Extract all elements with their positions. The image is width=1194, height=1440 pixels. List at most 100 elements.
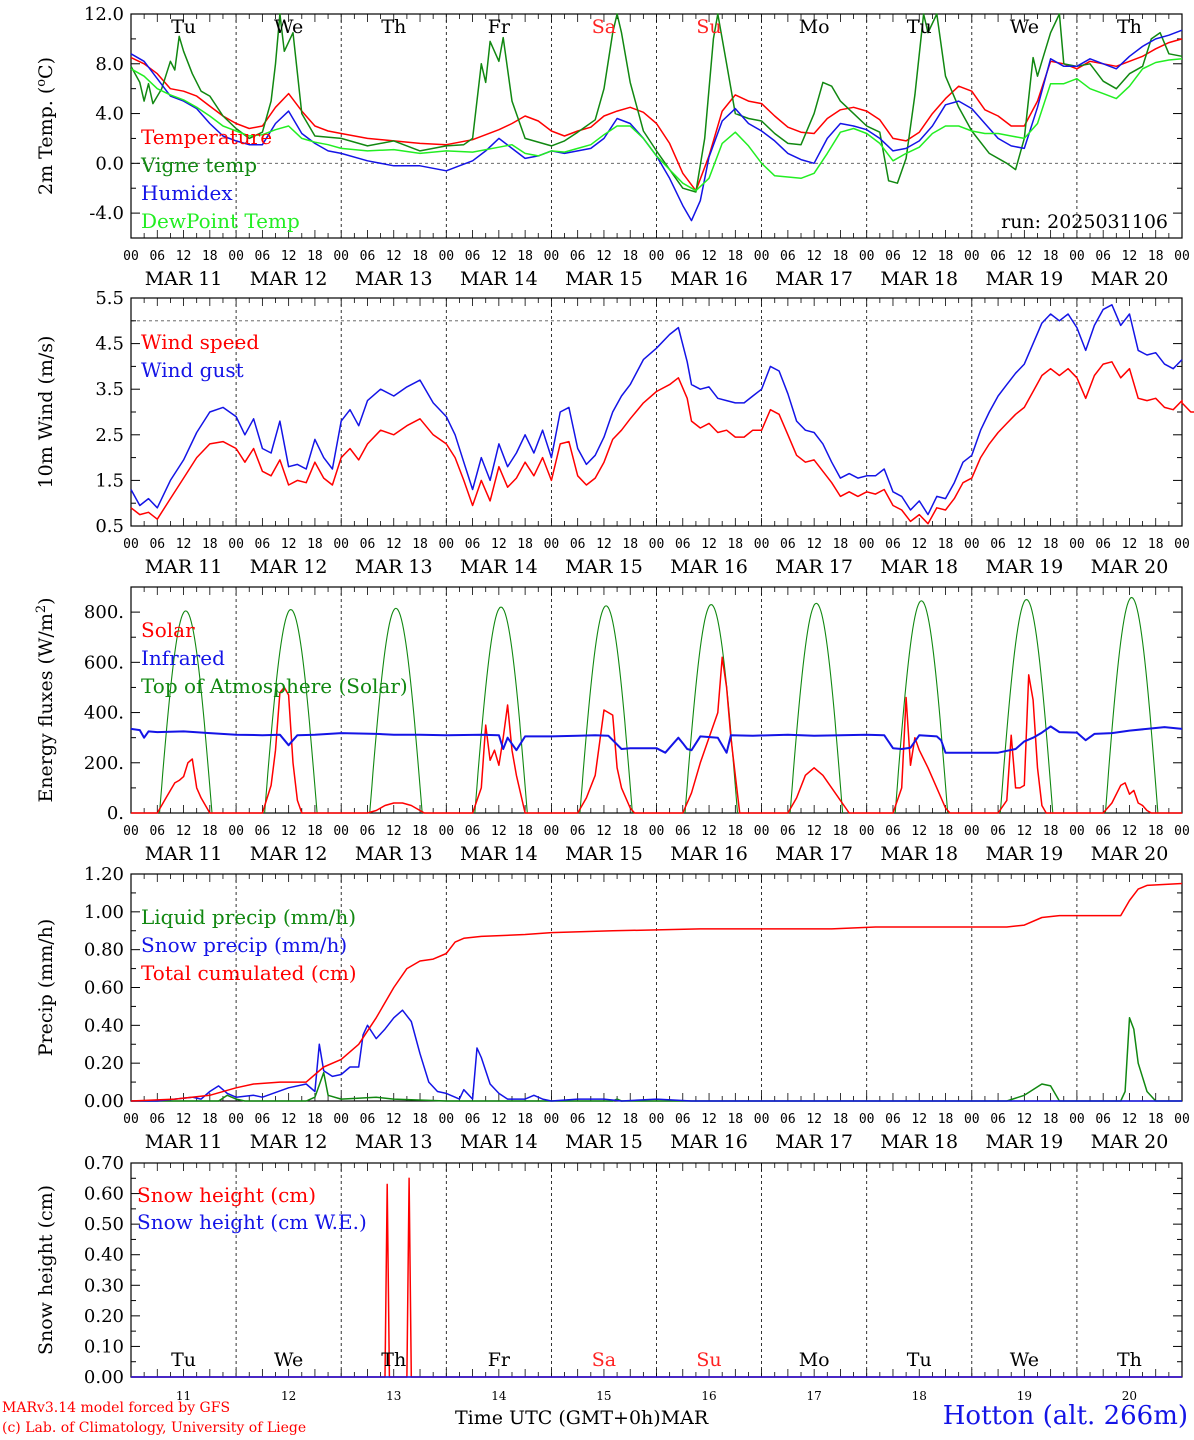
hour-tick-label: 18 [727, 824, 743, 839]
hour-tick-label: 12 [911, 1112, 927, 1127]
legend-entry: Snow height (cm W.E.) [137, 1210, 367, 1234]
hour-tick-label: 12 [176, 537, 192, 552]
y-tick-label: 0.0 [95, 153, 124, 174]
hour-tick-label: 00 [333, 249, 349, 264]
hour-tick-label: 12 [386, 537, 402, 552]
hour-tick-label: 12 [596, 249, 612, 264]
hour-tick-label: 06 [675, 537, 691, 552]
date-label: MAR 20 [1091, 843, 1169, 865]
hour-tick-label: 18 [833, 824, 849, 839]
hour-tick-label: 00 [964, 249, 980, 264]
hour-tick-label: 18 [307, 824, 323, 839]
legend-entry: Total cumulated (cm) [141, 961, 357, 985]
hour-tick-label: 06 [885, 249, 901, 264]
weekday-label: Tu [171, 1349, 196, 1371]
hour-tick-label: 06 [570, 1112, 586, 1127]
date-label: MAR 20 [1091, 556, 1169, 578]
hour-tick-label: 00 [333, 1112, 349, 1127]
date-label: MAR 19 [985, 843, 1063, 865]
y-tick-label: 8.0 [95, 54, 124, 75]
hour-tick-label: 06 [360, 824, 376, 839]
legend-entry: Liquid precip (mm/h) [141, 905, 356, 929]
hour-tick-label: 18 [412, 537, 428, 552]
day-number-label: 20 [1122, 1389, 1137, 1403]
hour-tick-label: 06 [360, 1112, 376, 1127]
weekday-label: We [1010, 1349, 1039, 1371]
hour-tick-label: 06 [149, 824, 165, 839]
hour-tick-label: 06 [885, 824, 901, 839]
hour-tick-label: 18 [938, 1112, 954, 1127]
hour-tick-label: 00 [333, 537, 349, 552]
hour-tick-label: 18 [833, 249, 849, 264]
superscript-2: 2 [34, 605, 49, 613]
weekday-label: Sa [592, 16, 616, 38]
hour-tick-label: 00 [754, 824, 770, 839]
hour-tick-label: 18 [1043, 249, 1059, 264]
date-label: MAR 15 [565, 556, 643, 578]
date-label: MAR 19 [985, 1131, 1063, 1153]
date-label: MAR 13 [355, 1131, 433, 1153]
hour-tick-label: 00 [1174, 824, 1190, 839]
hour-tick-label: 12 [491, 249, 507, 264]
degree-sign: o [34, 79, 49, 87]
hour-tick-label: 00 [649, 249, 665, 264]
hour-tick-label: 12 [911, 824, 927, 839]
hour-tick-label: 00 [649, 1112, 665, 1127]
hour-tick-label: 06 [570, 824, 586, 839]
series-line-wind-gust [130, 304, 1183, 516]
day-number-label: 13 [386, 1389, 401, 1403]
legend-entry: Wind gust [141, 358, 244, 382]
date-label: MAR 14 [460, 1131, 538, 1153]
panel-flux [130, 586, 1183, 814]
date-label: MAR 19 [985, 268, 1063, 290]
date-label: MAR 15 [565, 843, 643, 865]
y-axis-label: 10m Wind (m/s) [35, 336, 57, 489]
hour-tick-label: 06 [780, 824, 796, 839]
hour-tick-label: 06 [1095, 824, 1111, 839]
hour-tick-label: 06 [465, 249, 481, 264]
hour-tick-label: 18 [1043, 1112, 1059, 1127]
date-label: MAR 17 [775, 268, 853, 290]
hour-tick-label: 00 [544, 824, 560, 839]
hour-tick-label: 06 [255, 824, 271, 839]
hour-tick-label: 18 [202, 1112, 218, 1127]
date-label: MAR 14 [460, 268, 538, 290]
hour-tick-label: 00 [859, 537, 875, 552]
hour-tick-label: 18 [833, 1112, 849, 1127]
weekday-label: Su [696, 1349, 721, 1371]
weekday-label: Fr [488, 1349, 511, 1371]
hour-tick-label: 12 [1122, 249, 1138, 264]
weekday-label: We [1010, 16, 1039, 38]
weekday-label: Mo [799, 16, 830, 38]
hour-tick-label: 00 [333, 824, 349, 839]
hour-tick-label: 00 [1174, 537, 1190, 552]
series-line-temperature [130, 38, 1183, 192]
series-line-humidex [130, 29, 1183, 222]
series-line-snow-precip-mm-h- [131, 1009, 1182, 1102]
hour-tick-label: 12 [491, 824, 507, 839]
hour-tick-label: 12 [806, 537, 822, 552]
toa-solar-line [158, 596, 1159, 814]
hour-tick-label: 12 [701, 824, 717, 839]
series-line-liquid-precip-mm-h- [131, 1017, 1182, 1102]
hour-tick-label: 12 [1017, 1112, 1033, 1127]
hour-tick-label: 06 [990, 1112, 1006, 1127]
y-tick-label: 0.10 [84, 1336, 124, 1357]
hour-tick-label: 00 [754, 537, 770, 552]
hour-tick-label: 18 [1043, 537, 1059, 552]
footer-lab: (c) Lab. of Climatology, University of L… [2, 1420, 307, 1436]
date-label: MAR 16 [670, 843, 748, 865]
y-tick-label: 4.0 [95, 104, 124, 125]
weekday-label: Th [1117, 16, 1142, 38]
hour-tick-label: 06 [675, 249, 691, 264]
date-label: MAR 13 [355, 268, 433, 290]
weekday-label: Th [1117, 1349, 1142, 1371]
hour-tick-label: 12 [911, 249, 927, 264]
hour-tick-label: 00 [438, 537, 454, 552]
hour-tick-label: 18 [727, 537, 743, 552]
hour-tick-label: 18 [307, 1112, 323, 1127]
panel-temp [130, 13, 1183, 239]
legend-entry: Temperature [141, 125, 272, 149]
hour-tick-label: 12 [806, 249, 822, 264]
hour-tick-label: 06 [675, 1112, 691, 1127]
